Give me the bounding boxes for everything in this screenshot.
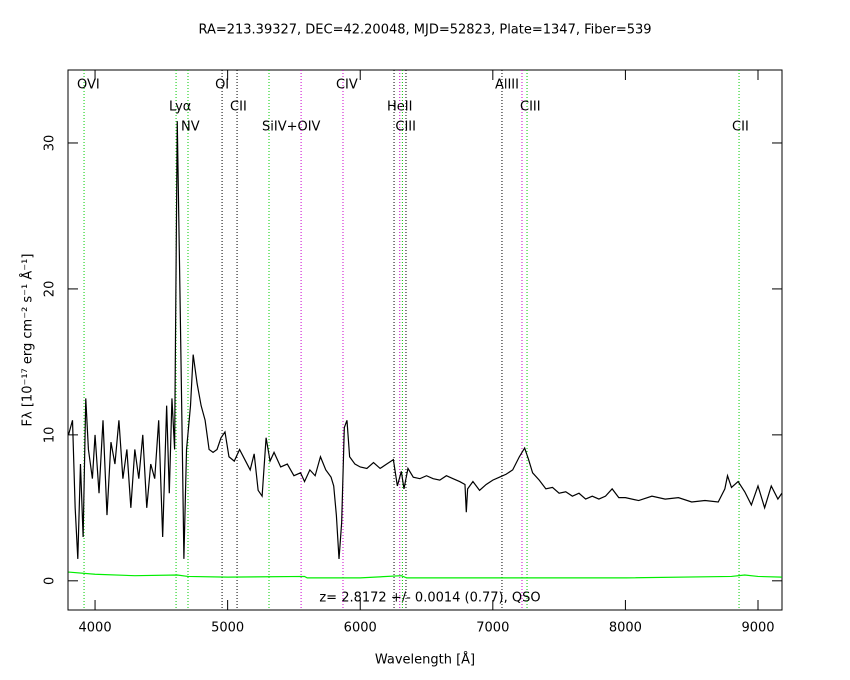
x-axis-label: Wavelength [Å] (375, 652, 475, 668)
plot-frame (67, 69, 783, 611)
emission-label: Lyα (169, 100, 191, 115)
emission-label: SiIV+OIV (262, 120, 321, 135)
spectrum-line (68, 121, 782, 559)
chart-title: RA=213.39327, DEC=42.20048, MJD=52823, P… (198, 23, 651, 38)
y-axis-label: Fλ [10⁻¹⁷ erg cm⁻² s⁻¹ Å⁻¹] (20, 254, 36, 427)
emission-label: AlIII (495, 78, 519, 93)
x-tick-label: 5000 (211, 621, 244, 636)
annotation: z= 2.8172 +/- 0.0014 (0.77), QSO (319, 591, 540, 606)
emission-label: CIV (336, 78, 358, 93)
x-tick-label: 6000 (344, 621, 377, 636)
emission-label: OVI (77, 78, 100, 93)
emission-label: OI (215, 78, 229, 93)
x-tick-label: 8000 (609, 621, 642, 636)
y-tick-label: 0 (43, 577, 58, 585)
spectrum-line (68, 571, 782, 579)
y-tick-label: 30 (43, 135, 58, 152)
emission-label: NV (181, 120, 200, 135)
x-tick-label: 9000 (741, 621, 774, 636)
emission-label: CII (732, 120, 749, 135)
x-tick-label: 4000 (79, 621, 112, 636)
emission-label: CIII (520, 100, 541, 115)
y-tick-label: 20 (43, 281, 58, 298)
x-tick-label: 7000 (476, 621, 509, 636)
y-tick-label: 10 (43, 427, 58, 444)
emission-label: CII (230, 100, 247, 115)
